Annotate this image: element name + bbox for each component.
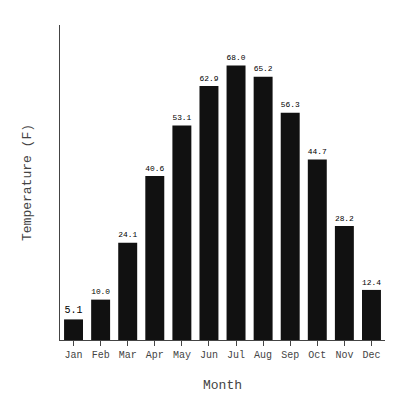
svg-text:Month: Month [203,378,242,393]
svg-text:5.1: 5.1 [65,305,83,316]
svg-text:24.1: 24.1 [118,230,137,239]
svg-text:68.0: 68.0 [227,53,246,62]
svg-text:Temperature (F): Temperature (F) [20,124,35,241]
svg-text:Jul: Jul [227,350,245,361]
svg-text:Nov: Nov [335,350,353,361]
svg-text:Dec: Dec [362,350,380,361]
svg-text:40.6: 40.6 [145,164,164,173]
svg-text:Aug: Aug [254,350,272,361]
svg-text:Apr: Apr [146,350,164,361]
svg-text:Feb: Feb [92,350,110,361]
svg-text:May: May [173,350,191,361]
svg-text:53.1: 53.1 [172,113,191,122]
svg-text:10.0: 10.0 [91,287,110,296]
svg-text:12.4: 12.4 [362,278,381,287]
svg-text:Sep: Sep [281,350,299,361]
svg-text:28.2: 28.2 [335,214,354,223]
svg-text:Jan: Jan [65,350,83,361]
svg-text:65.2: 65.2 [254,64,273,73]
svg-text:Mar: Mar [119,350,137,361]
svg-text:Oct: Oct [308,350,326,361]
svg-text:62.9: 62.9 [200,74,219,83]
svg-text:56.3: 56.3 [281,100,300,109]
svg-text:Jun: Jun [200,350,218,361]
svg-text:44.7: 44.7 [308,147,327,156]
